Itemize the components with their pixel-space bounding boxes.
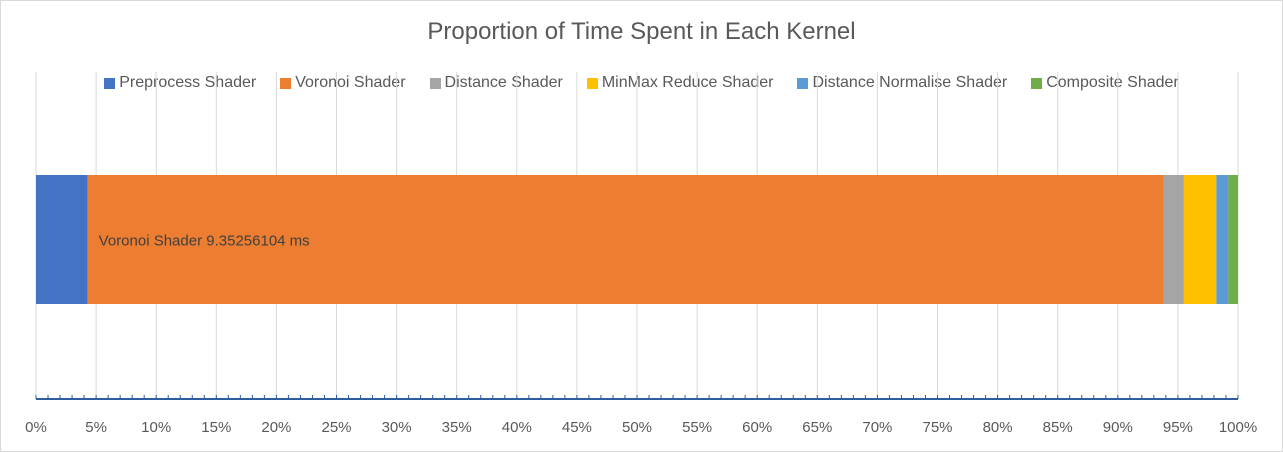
x-tick-label: 85% <box>1043 419 1073 436</box>
legend-item: MinMax Reduce Shader <box>586 74 774 92</box>
data-label: Voronoi Shader 9.35256104 ms <box>99 233 310 250</box>
x-tick-label: 10% <box>141 419 171 436</box>
x-tick-label: 30% <box>382 419 412 436</box>
legend-swatch <box>586 77 598 89</box>
x-tick-label: 15% <box>201 419 231 436</box>
legend-swatch <box>429 77 441 89</box>
bar-segments <box>36 175 1238 304</box>
x-tick-label: 95% <box>1163 419 1193 436</box>
legend-item: Distance Shader <box>429 74 563 92</box>
x-tick-label: 80% <box>983 419 1013 436</box>
legend-item: Preprocess Shader <box>104 74 256 92</box>
x-tick-label: 45% <box>562 419 592 436</box>
legend-label: Preprocess Shader <box>119 74 257 91</box>
legend-swatch <box>280 77 292 89</box>
x-tick-label: 20% <box>261 419 291 436</box>
x-tick-label: 40% <box>502 419 532 436</box>
x-tick-label: 60% <box>742 419 772 436</box>
x-tick-label: 0% <box>25 419 47 436</box>
x-tick-label: 75% <box>922 419 952 436</box>
bar-segment-minmax-reduce-shader <box>1183 175 1217 304</box>
chart-legend: Preprocess Shader Voronoi Shader Distance … <box>0 74 1283 92</box>
bar-segment-composite-shader <box>1228 175 1238 304</box>
chart-title: Proportion of Time Spent in Each Kernel <box>427 18 856 45</box>
bar-segment-preprocess-shader <box>36 175 88 304</box>
data-labels: Voronoi Shader 9.35256104 ms <box>99 233 310 250</box>
legend-label: MinMax Reduce Shader <box>601 74 774 91</box>
x-tick-label: 70% <box>862 419 892 436</box>
legend-label: Composite Shader <box>1046 74 1179 91</box>
x-tick-label: 65% <box>802 419 832 436</box>
legend-item: Composite Shader <box>1031 74 1179 92</box>
x-tick-label: 100% <box>1219 419 1257 436</box>
legend-label: Distance Shader <box>444 74 563 91</box>
x-tick-label: 90% <box>1103 419 1133 436</box>
legend-label: Voronoi Shader <box>295 74 406 91</box>
bar-segment-voronoi-shader <box>87 175 1164 304</box>
legend-item: Distance Normalise Shader <box>797 74 1007 92</box>
x-tick-label: 55% <box>682 419 712 436</box>
x-tick-label: 50% <box>622 419 652 436</box>
legend-item: Voronoi Shader <box>280 74 406 92</box>
legend-swatch <box>797 77 809 89</box>
legend-swatch <box>1031 77 1043 89</box>
legend-swatch <box>104 77 116 89</box>
x-tick-label: 25% <box>321 419 351 436</box>
legend-label: Distance Normalise Shader <box>812 74 1008 91</box>
x-tick-label: 35% <box>442 419 472 436</box>
x-tick-label: 5% <box>85 419 107 436</box>
x-axis: 0% 5% 10% 15% 20% 25% 30% 35% 40% 45% 50% 55% 60% 65%… <box>25 395 1257 436</box>
bar-segment-distance-shader <box>1163 175 1184 304</box>
bar-segment-distance-normalise-shader <box>1216 175 1229 304</box>
